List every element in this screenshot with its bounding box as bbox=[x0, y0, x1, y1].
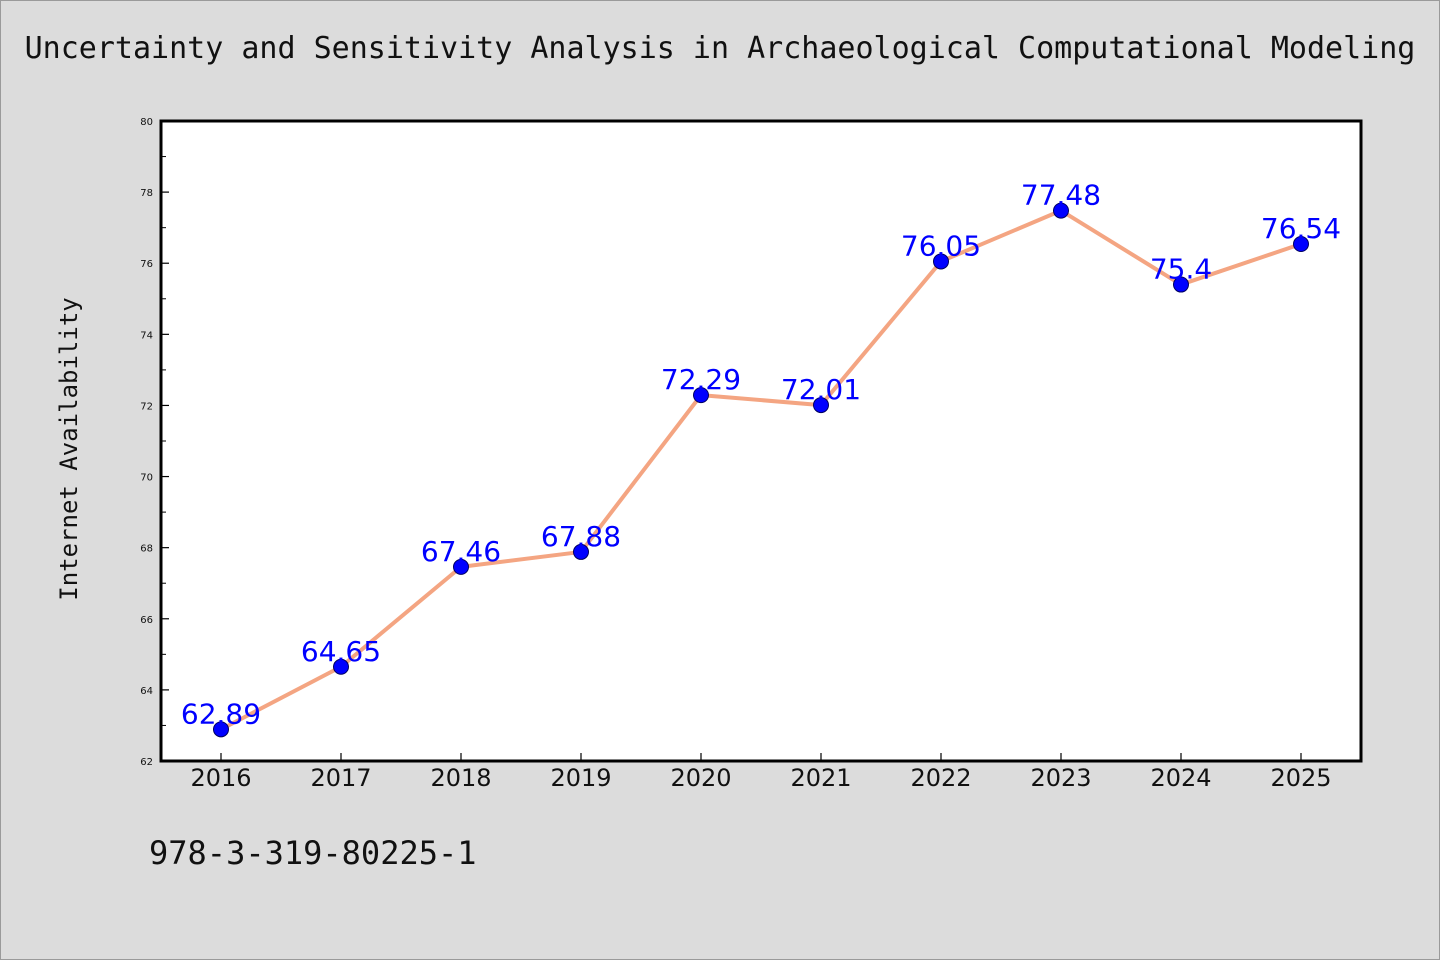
x-tick-label: 2020 bbox=[670, 764, 731, 792]
x-tick-label: 2021 bbox=[790, 764, 851, 792]
x-tick-label: 2019 bbox=[550, 764, 611, 792]
data-point-marker bbox=[1293, 236, 1309, 253]
data-label: 75.4 bbox=[1150, 253, 1212, 286]
y-tick-label: 76 bbox=[140, 259, 153, 270]
data-point-marker bbox=[453, 558, 469, 575]
y-tick-label: 78 bbox=[140, 188, 153, 199]
data-label: 77.48 bbox=[1021, 179, 1101, 212]
chart-title: Uncertainty and Sensitivity Analysis in … bbox=[24, 31, 1416, 66]
y-tick-label: 68 bbox=[140, 544, 153, 555]
data-point-marker bbox=[813, 397, 829, 414]
data-label: 72.29 bbox=[661, 363, 741, 396]
y-tick-label: 72 bbox=[140, 401, 153, 412]
y-tick-label: 66 bbox=[140, 615, 153, 626]
x-tick-label: 2016 bbox=[190, 764, 251, 792]
series-group: 62.89 64.65 67.46 67.88 72.29 72.01 76.05 77.48… bbox=[181, 179, 1341, 738]
data-label: 76.05 bbox=[901, 229, 981, 262]
y-axis-title: Internet Availability bbox=[55, 297, 83, 600]
data-label: 62.89 bbox=[181, 697, 261, 730]
x-axis: 2016 2017 2018 2019 2020 2021 2022 2023 2024 2025 bbox=[190, 753, 1332, 792]
x-tick-label: 2024 bbox=[1150, 764, 1211, 792]
y-tick-label: 80 bbox=[140, 117, 153, 128]
data-point-marker bbox=[693, 387, 709, 404]
data-point-marker bbox=[933, 253, 949, 270]
y-axis-title-group: Internet Availability bbox=[55, 297, 83, 600]
data-point-marker bbox=[573, 543, 589, 560]
series-line bbox=[219, 208, 1303, 732]
y-axis: 62 64 66 68 70 72 74 76 78 80 bbox=[140, 117, 169, 768]
plot-area bbox=[159, 119, 1363, 763]
data-point-marker bbox=[1173, 276, 1189, 293]
x-tick-label: 2017 bbox=[310, 764, 371, 792]
isbn-text: 978-3-319-80225-1 bbox=[149, 834, 477, 872]
y-tick-label: 70 bbox=[140, 473, 153, 484]
data-label: 67.88 bbox=[541, 520, 621, 553]
y-tick-label: 62 bbox=[140, 757, 153, 768]
data-label: 72.01 bbox=[781, 373, 861, 406]
y-tick-label: 74 bbox=[140, 330, 153, 341]
x-tick-label: 2022 bbox=[910, 764, 971, 792]
x-tick-label: 2025 bbox=[1270, 764, 1331, 792]
data-label: 76.54 bbox=[1261, 212, 1341, 245]
x-tick-label: 2023 bbox=[1030, 764, 1091, 792]
data-point-marker bbox=[213, 721, 229, 738]
y-tick-label: 64 bbox=[140, 686, 153, 697]
data-label: 67.46 bbox=[421, 535, 501, 568]
data-point-marker bbox=[333, 658, 349, 675]
x-tick-label: 2018 bbox=[430, 764, 491, 792]
data-point-marker bbox=[1053, 202, 1069, 219]
data-label: 64.65 bbox=[301, 635, 381, 668]
